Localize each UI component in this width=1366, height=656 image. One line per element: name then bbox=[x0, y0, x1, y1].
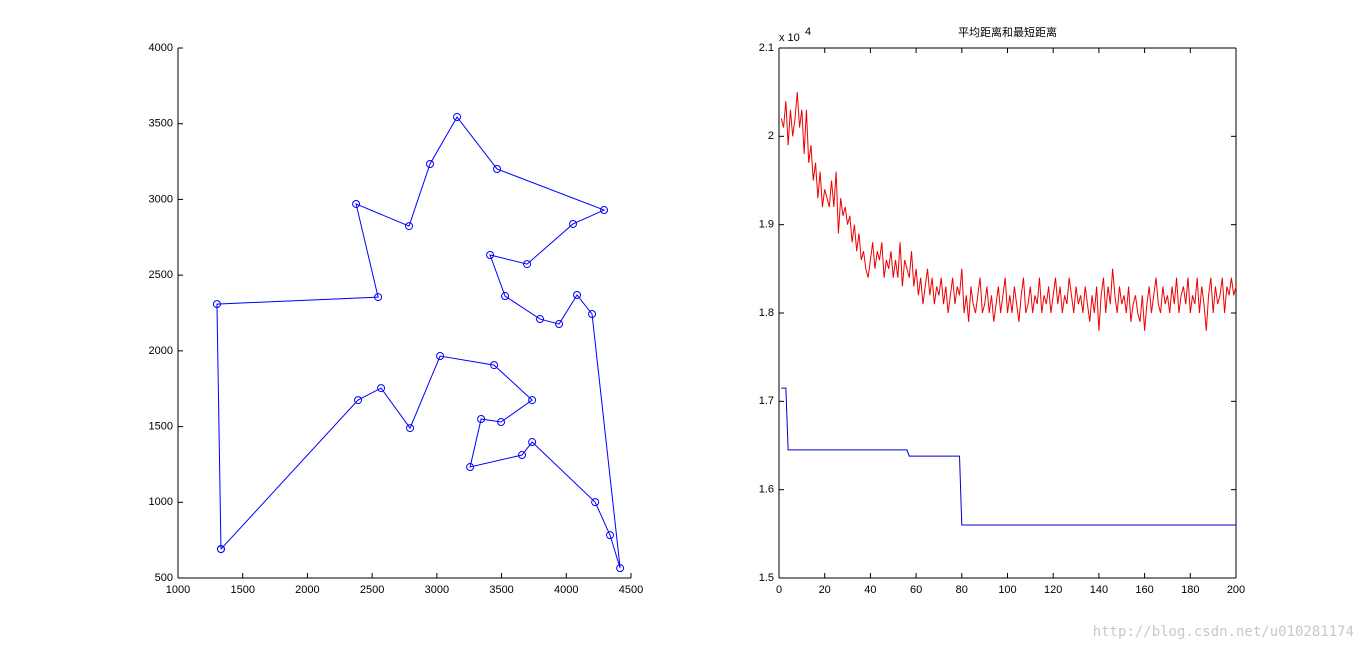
y-tick-label: 1.6 bbox=[759, 484, 774, 496]
point-marker bbox=[477, 415, 486, 423]
point-marker bbox=[573, 290, 582, 299]
point-marker bbox=[536, 315, 545, 324]
point-marker bbox=[425, 159, 434, 168]
point-marker bbox=[600, 206, 609, 215]
point-marker bbox=[436, 352, 445, 361]
x-tick-label: 80 bbox=[956, 584, 968, 596]
x-tick-label: 1500 bbox=[230, 584, 254, 596]
x-tick-label: 180 bbox=[1181, 584, 1199, 596]
x-tick-label: 200 bbox=[1227, 584, 1245, 596]
x-tick-label: 140 bbox=[1090, 584, 1108, 596]
point-marker bbox=[212, 300, 221, 309]
point-marker bbox=[528, 438, 537, 447]
y-tick-label: 1000 bbox=[149, 496, 173, 508]
x-tick-label: 0 bbox=[776, 584, 782, 596]
point-marker bbox=[377, 384, 386, 393]
y-tick-label: 4000 bbox=[149, 42, 173, 54]
point-marker bbox=[493, 164, 502, 173]
x-tick-label: 4500 bbox=[619, 584, 643, 596]
point-marker bbox=[606, 531, 615, 540]
x-tick-label: 120 bbox=[1044, 584, 1062, 596]
point-marker bbox=[216, 545, 225, 554]
y-multiplier-exponent: 4 bbox=[805, 26, 811, 38]
point-marker bbox=[555, 320, 564, 329]
y-tick-label: 2 bbox=[768, 130, 774, 142]
point-marker bbox=[486, 251, 495, 260]
point-marker bbox=[497, 418, 506, 427]
point-marker bbox=[405, 222, 414, 231]
x-tick-label: 100 bbox=[998, 584, 1016, 596]
x-tick-label: 2500 bbox=[360, 584, 384, 596]
point-marker bbox=[528, 396, 537, 405]
y-tick-label: 3000 bbox=[149, 193, 173, 205]
point-marker bbox=[501, 292, 510, 301]
point-marker bbox=[518, 451, 527, 460]
x-tick-label: 60 bbox=[910, 584, 922, 596]
x-tick-label: 4000 bbox=[554, 584, 578, 596]
x-tick-label: 3000 bbox=[425, 584, 449, 596]
y-tick-label: 1.5 bbox=[759, 572, 774, 584]
chart-title: 平均距离和最短距离 bbox=[958, 25, 1057, 39]
y-tick-label: 2.1 bbox=[759, 42, 774, 54]
point-marker bbox=[523, 260, 532, 269]
y-tick-label: 3500 bbox=[149, 118, 173, 130]
series-line bbox=[216, 116, 621, 569]
y-tick-label: 2000 bbox=[149, 345, 173, 357]
x-tick-label: 1000 bbox=[166, 584, 190, 596]
y-tick-label: 500 bbox=[155, 572, 173, 584]
point-marker bbox=[588, 310, 597, 319]
y-tick-label: 1.8 bbox=[759, 307, 774, 319]
point-marker bbox=[591, 498, 600, 507]
point-marker bbox=[569, 219, 578, 228]
series-line bbox=[780, 92, 1237, 331]
point-marker bbox=[352, 199, 361, 208]
point-marker bbox=[616, 564, 625, 573]
y-multiplier: x 10 bbox=[779, 32, 800, 44]
x-tick-label: 20 bbox=[819, 584, 831, 596]
point-marker bbox=[354, 396, 363, 405]
x-tick-label: 160 bbox=[1135, 584, 1153, 596]
watermark: http://blog.csdn.net/u010281174 bbox=[1093, 624, 1354, 640]
point-marker bbox=[374, 293, 383, 302]
y-tick-label: 1500 bbox=[149, 420, 173, 432]
point-marker bbox=[490, 361, 499, 370]
y-tick-label: 1.7 bbox=[759, 395, 774, 407]
x-tick-label: 40 bbox=[864, 584, 876, 596]
y-tick-label: 1.9 bbox=[759, 219, 774, 231]
y-tick-label: 2500 bbox=[149, 269, 173, 281]
x-tick-label: 3500 bbox=[489, 584, 513, 596]
point-marker bbox=[453, 113, 462, 122]
point-marker bbox=[406, 424, 415, 433]
x-tick-label: 2000 bbox=[295, 584, 319, 596]
point-marker bbox=[466, 463, 475, 472]
series-line bbox=[781, 387, 1236, 526]
